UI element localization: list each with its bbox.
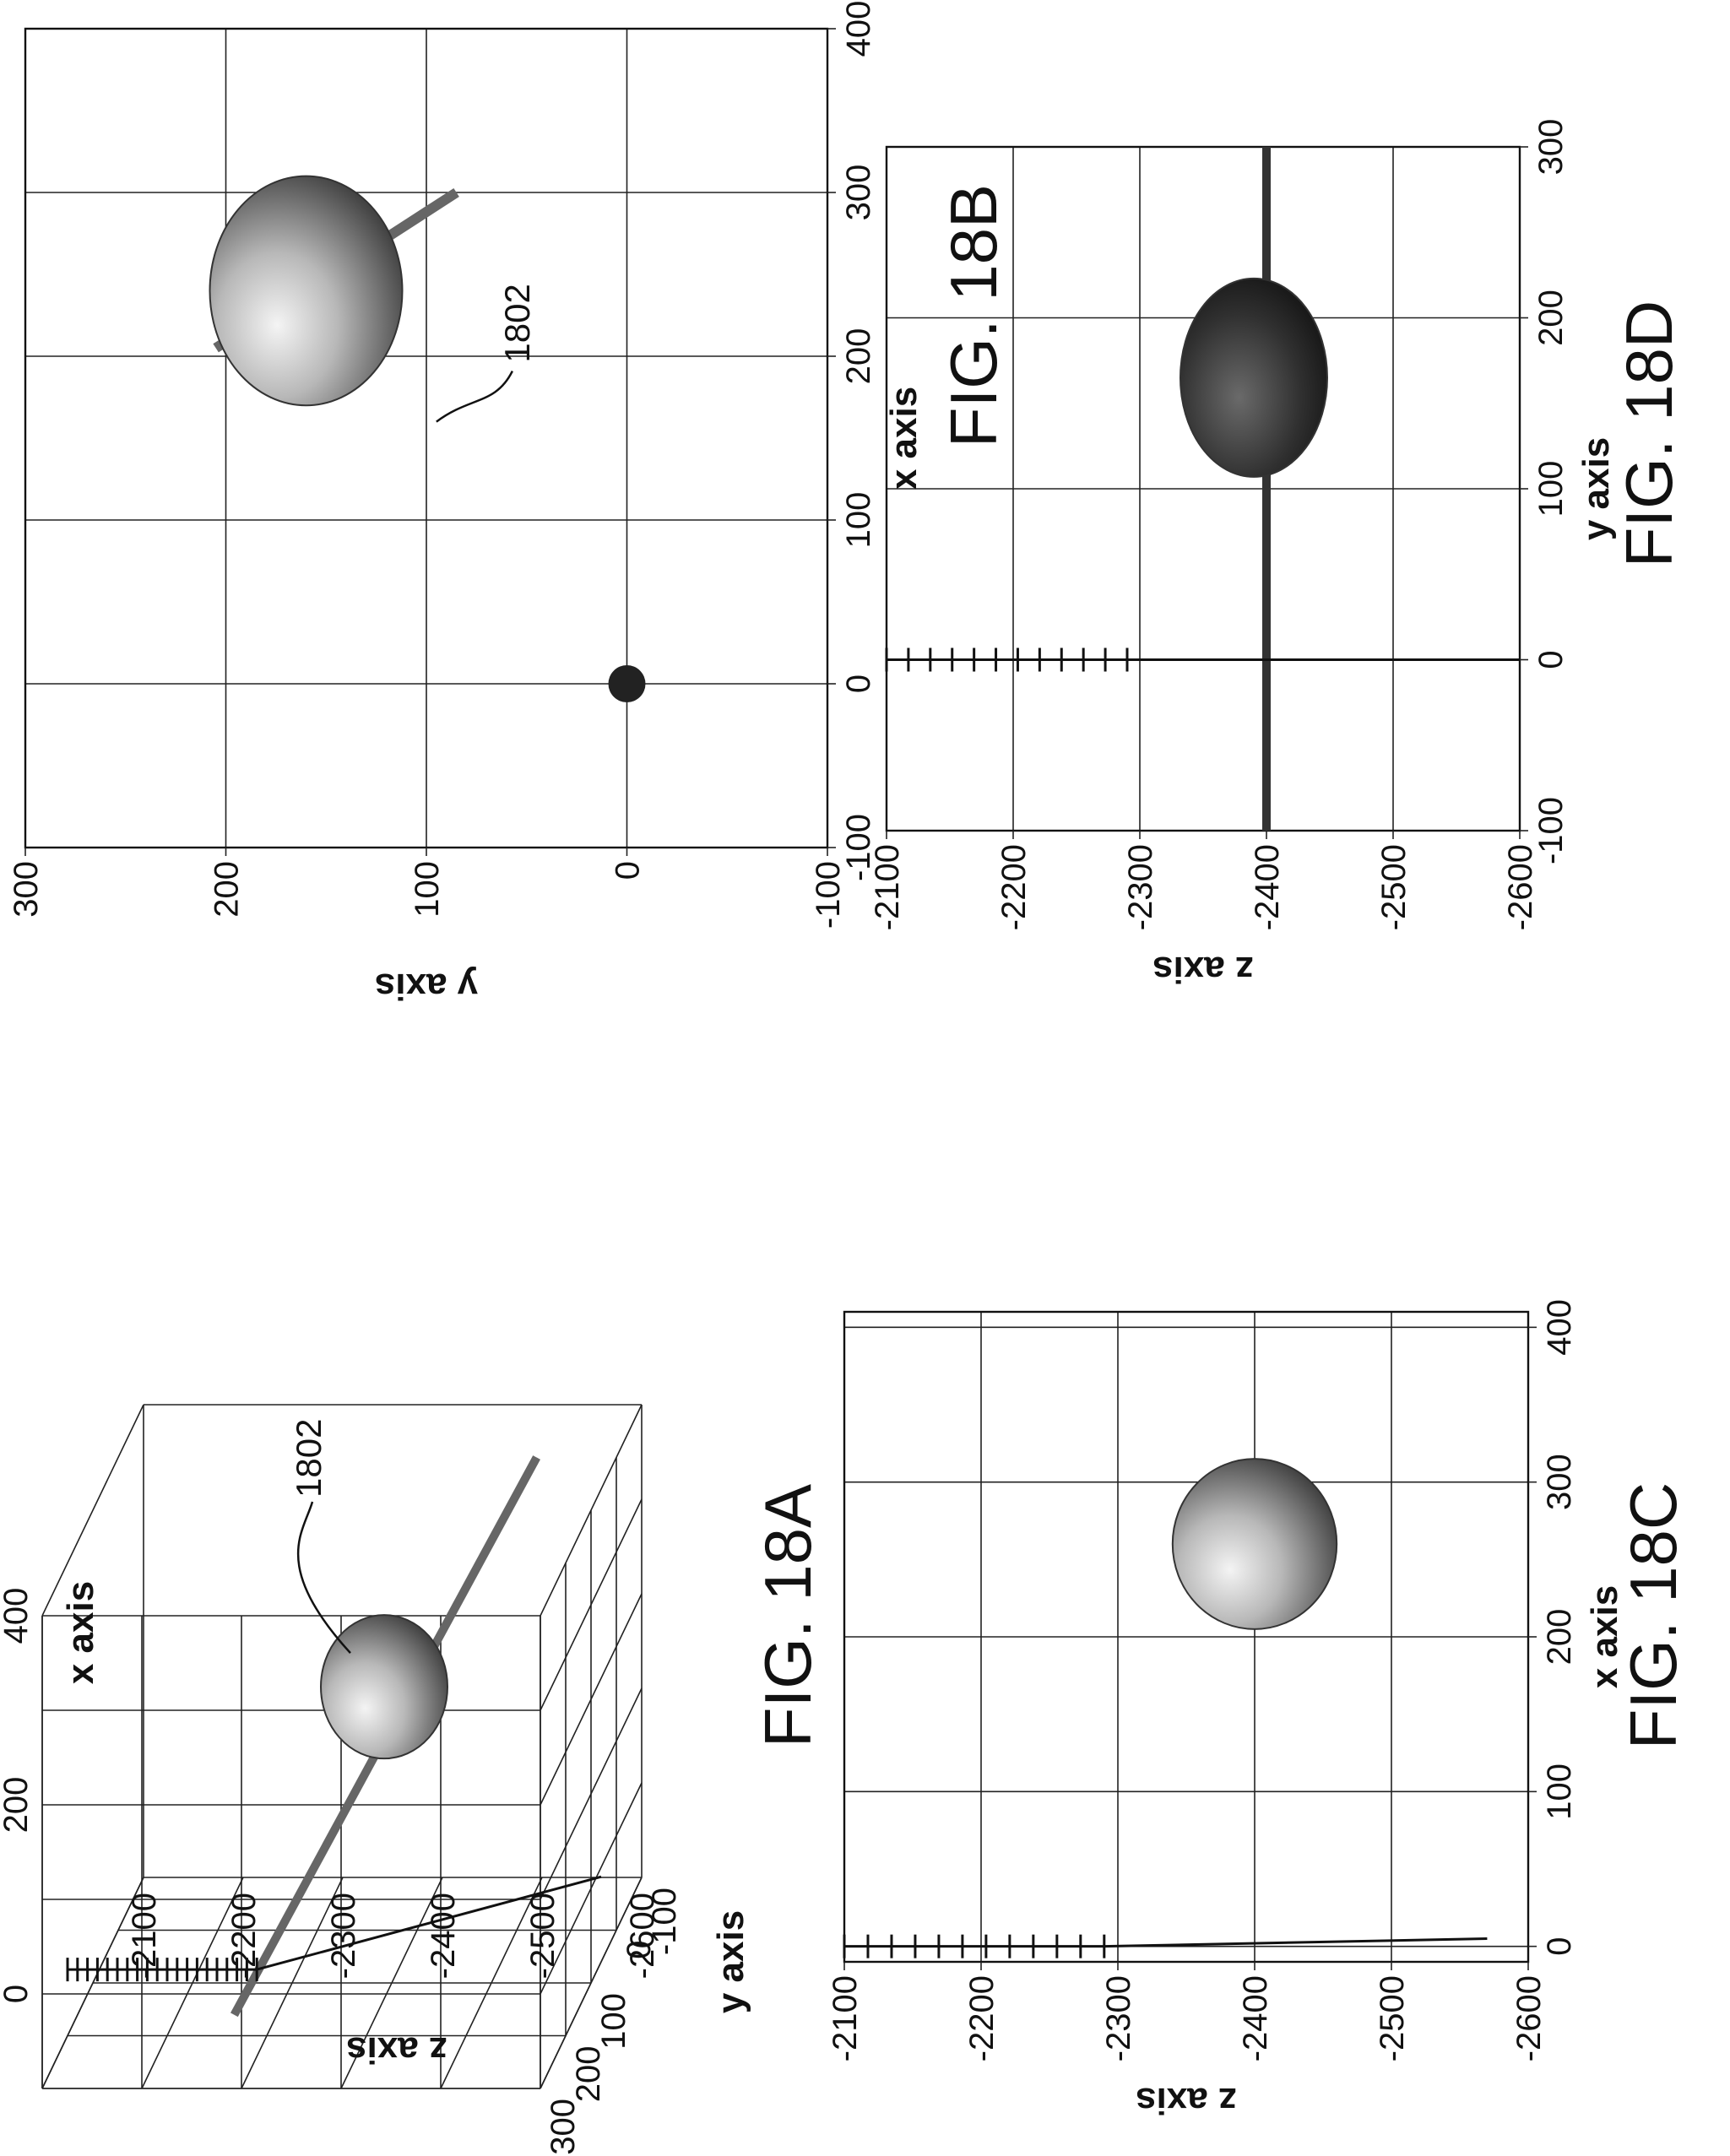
figure-18c: 0 100 200 300 400 -2100 -2200 -2300 -2400 -2500 -2… — [827, 1299, 1690, 2121]
box-edge — [41, 1877, 144, 2089]
y-tick-label: 100 — [409, 861, 446, 918]
y-axis-label: z axis — [1136, 2080, 1237, 2121]
x-tick-label: -100 — [1532, 797, 1570, 864]
x-tick-label: 200 — [1532, 290, 1570, 346]
y-tick-label: -2400 — [1237, 1975, 1274, 2061]
electrode-lead — [256, 1875, 602, 1971]
figure-18b: -100 0 100 200 300 400 -100 0 100 200 300 x axis y a… — [8, 1, 1011, 1007]
x-tick-label: 400 — [840, 1, 877, 57]
target-volume — [320, 1614, 448, 1760]
figure-label: FIG. 18C — [1616, 1482, 1690, 1749]
figure-label: FIG. 18B — [936, 184, 1011, 447]
target-volume — [209, 175, 404, 407]
x-tick-label: 400 — [0, 1588, 35, 1644]
target-volume — [1171, 1458, 1338, 1630]
x-axis-label: y axis — [1575, 437, 1617, 540]
x-tick-label: 200 — [0, 1777, 35, 1834]
reference-label-1802: 1802 — [289, 1419, 328, 1498]
y-tick-label: 300 — [8, 861, 45, 918]
x-axis-label: x axis — [1584, 1585, 1625, 1688]
target-volume — [1180, 277, 1328, 478]
y-tick-label: 300 — [545, 2099, 582, 2155]
y-axis-label: y axis — [710, 1910, 751, 2013]
y-tick-label: -2200 — [963, 1975, 1001, 2061]
y-tick-label: -2300 — [1100, 1975, 1137, 2061]
reference-leader — [436, 371, 513, 423]
box-edge — [41, 1404, 144, 1617]
z-tick-label: -2300 — [325, 1893, 362, 1979]
y-tick-label: -2100 — [869, 844, 906, 930]
x-tick-label: 300 — [1532, 119, 1570, 176]
reference-label-1802: 1802 — [497, 284, 537, 362]
y-tick-label: -100 — [810, 861, 847, 929]
x-axis-label: x axis — [883, 387, 925, 490]
y-tick-label: 100 — [595, 1993, 632, 2050]
x-tick-label: 200 — [1541, 1609, 1578, 1666]
x-tick-label: 100 — [1541, 1763, 1578, 1820]
y-tick-label: -2600 — [1510, 1975, 1548, 2061]
x-tick-label: 0 — [1532, 650, 1570, 669]
y-tick-label: -2300 — [1122, 844, 1159, 930]
y-tick-label: -2500 — [1375, 844, 1413, 930]
x-tick-label: 300 — [840, 165, 877, 221]
origin-marker — [608, 665, 646, 702]
x-tick-label: 300 — [1541, 1454, 1578, 1510]
y-tick-label: -2200 — [995, 844, 1033, 930]
z-tick-label: -2200 — [225, 1893, 263, 1979]
x-tick-label: 400 — [1541, 1299, 1578, 1356]
z-axis-label: z axis — [346, 2029, 447, 2071]
x-tick-label: 0 — [0, 1985, 35, 2003]
y-tick-label: -2600 — [1502, 844, 1539, 930]
x-tick-label: 0 — [1541, 1937, 1578, 1956]
x-tick-label: -100 — [840, 814, 877, 881]
z-tick-label: -2100 — [126, 1893, 163, 1979]
z-tick-label: -2400 — [425, 1893, 462, 1979]
figure-label: FIG. 18A — [751, 1484, 825, 1747]
z-tick-label: -2600 — [624, 1893, 661, 1979]
y-tick-label: -2400 — [1249, 844, 1286, 930]
y-axis-label: y axis — [375, 966, 478, 1007]
y-tick-label: -100 — [646, 1888, 683, 1955]
x-tick-label: 100 — [840, 492, 877, 549]
x-tick-label: 100 — [1532, 461, 1570, 517]
y-tick-label: 200 — [570, 2046, 607, 2103]
reference-leader — [296, 1501, 351, 1654]
y-tick-label: -2100 — [827, 1975, 864, 2061]
x-tick-label: 200 — [840, 328, 877, 385]
y-axis-label: z axis — [1152, 949, 1254, 990]
figure-18d: -100 0 100 200 300 -2100 -2200 -2300 -2400 -2500 -… — [869, 119, 1686, 990]
y-tick-label: -2500 — [1374, 1975, 1411, 2061]
x-tick-label: 0 — [840, 674, 877, 693]
figure-18a: -2100 -2200 -2300 -2400 -2500 -26000200400300… — [0, 1404, 825, 2155]
electrode-lead — [1104, 1937, 1488, 1948]
z-tick-label: -2500 — [524, 1893, 561, 1979]
x-axis-label: x axis — [60, 1581, 101, 1684]
y-tick-label: 0 — [610, 861, 647, 880]
figure-label: FIG. 18D — [1612, 301, 1686, 567]
y-tick-label: 200 — [209, 861, 246, 918]
y-tick-label: 0 — [621, 1941, 658, 1959]
